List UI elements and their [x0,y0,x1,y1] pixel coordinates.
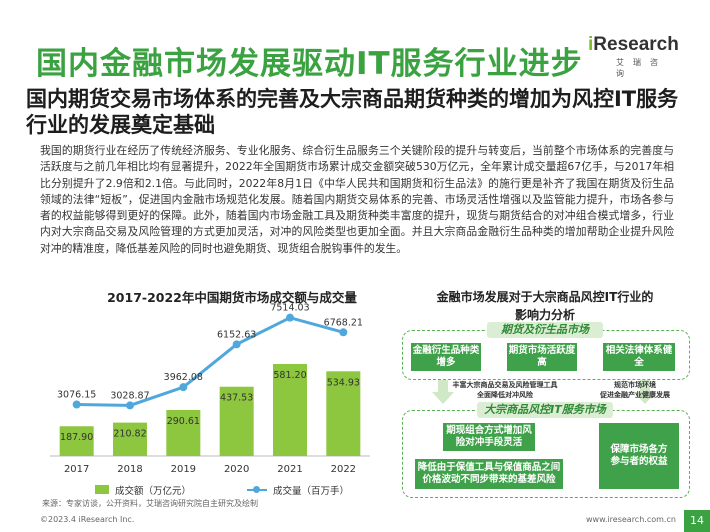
futures-chart: 187.90 2017 210.82 2018 290.61 2019 437.53 2020… [50,303,370,475]
panel-futures-title: 期货及衍生品市场 [487,322,603,338]
bar-2017 [59,426,94,456]
x-tick-2020: 2020 [224,464,249,475]
legend-bar-swatch [95,485,109,494]
mid-left-line1: 丰富大宗商品交易及风险管理工具 [452,381,558,389]
legend-line-dot [253,486,260,493]
box-hedging-flexible: 期现组合方式增加风险对冲手段灵活 [443,423,535,451]
panel-risk-it-market: 大宗商品风控IT服务市场 期现组合方式增加风险对冲手段灵活 降低由于保值工具与保… [402,402,690,498]
line-label-2022: 6768.21 [324,317,363,328]
mid-left-line2: 全面降低对冲风险 [477,391,533,399]
box-participant-rights: 保障市场各方参与者的权益 [599,423,679,489]
body-paragraph: 我国的期货行业在经历了传统经济服务、专业化服务、综合衍生品服务三个关键阶段的提升… [40,144,674,255]
bar-label-2017: 187.90 [60,432,93,443]
logo-brand: iResearch [588,34,679,55]
line-point-2021 [286,313,294,322]
line-label-2018: 3028.87 [110,390,149,401]
line-point-2017 [72,400,81,409]
bar-2020 [219,386,254,456]
line-point-2019 [179,383,188,392]
bar-2019 [166,409,201,456]
legend-line-label: 成交量（百万手） [273,486,350,497]
volume-line [76,316,344,407]
line-label-2021: 7514.03 [270,303,309,314]
iresearch-logo: iResearch 艾瑞咨询 [588,34,680,78]
diagram-title: 金融市场发展对于大宗商品风控IT行业的 影响力分析 [410,288,680,324]
line-label-2017: 3076.15 [57,390,96,401]
line-point-2020 [232,340,241,349]
x-tick-2021: 2021 [277,464,302,475]
chart-legend: 成交额（万亿元） 成交量（百万手） [95,483,395,497]
box-derivatives: 金融衍生品种类增多 [411,343,481,371]
x-tick-2022: 2022 [331,464,356,475]
diagram-title-line2: 影响力分析 [514,308,575,322]
bar-label-2019: 290.61 [167,416,200,427]
bar-label-2018: 210.82 [113,429,146,440]
x-tick-2018: 2018 [117,464,142,475]
line-label-2019: 3962.08 [164,372,203,383]
panel-risk-it-title: 大宗商品风控IT服务市场 [477,402,613,418]
panel-futures-market: 期货及衍生品市场 金融衍生品种类增多 期货市场活跃度高 相关法律体系健全 [402,322,690,380]
mid-left-text: 丰富大宗商品交易及风险管理工具 全面降低对冲风险 [420,380,590,400]
source-note: 来源：专家访谈，公开资料，艾瑞咨询研究院自主研究及绘制 [42,499,258,508]
page-subtitle: 国内期货交易市场体系的完善及大宗商品期货种类的增加为风控IT服务行业的发展奠定基… [26,87,679,137]
bar-2018 [113,422,147,456]
copyright: ©2023.4 iResearch Inc. [40,515,135,524]
mid-right-text: 规范市场环境 促进金融产业健康发展 [590,380,680,400]
logo-subtext: 艾瑞咨询 [616,58,667,78]
x-tick-2017: 2017 [64,464,89,475]
website: www.iresearch.com.cn [586,515,676,524]
box-active-market: 期货市场活跃度高 [507,343,577,371]
bar-label-2021: 581.20 [273,370,306,381]
x-tick-2019: 2019 [171,464,196,475]
bar-2022 [326,371,361,456]
bar-label-2020: 437.53 [220,393,253,404]
bar-label-2022: 534.93 [327,377,360,388]
box-basis-risk: 降低由于保值工具与保值商品之间价格波动不同步带来的基差风险 [415,459,563,489]
page-title: 国内金融市场发展驱动IT服务行业进步 [36,46,583,82]
mid-right-line1: 规范市场环境 [614,381,656,389]
line-point-2018 [126,401,134,410]
bar-2021 [273,363,307,456]
line-point-2022 [339,328,348,337]
chart-title: 2017-2022年中国期货市场成交额与成交量 [107,290,357,305]
legend-bar-label: 成交额（万亿元） [115,486,192,497]
flow-arrows [432,380,656,404]
diagram-title-line1: 金融市场发展对于大宗商品风控IT行业的 [436,290,654,304]
page-number: 14 [684,510,710,532]
line-label-2020: 6152.63 [217,329,256,340]
box-legal-system: 相关法律体系健全 [603,343,675,371]
mid-right-line2: 促进金融产业健康发展 [600,391,670,399]
